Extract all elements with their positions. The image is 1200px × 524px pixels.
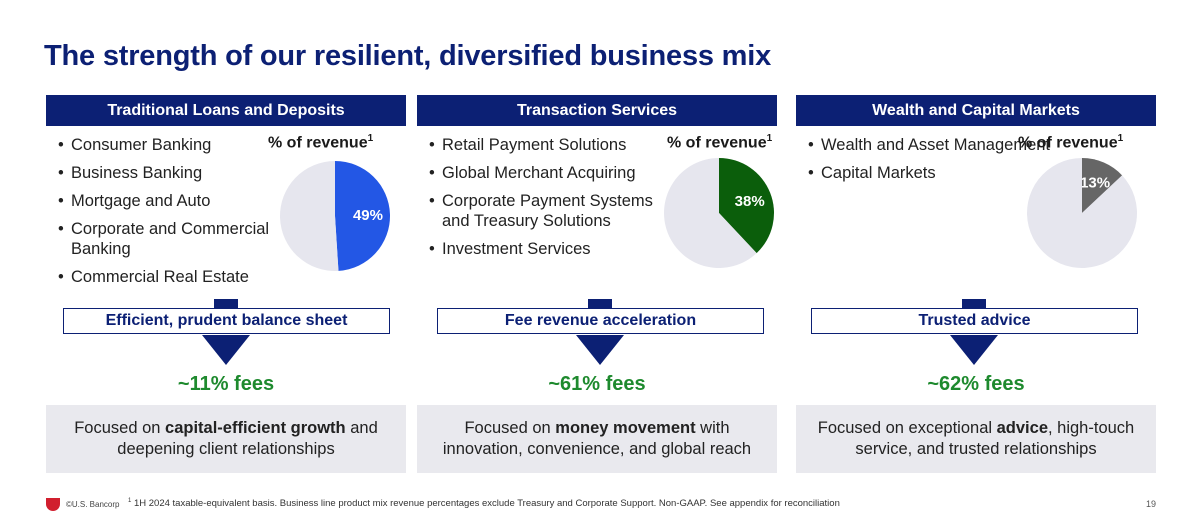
arrow-down-icon <box>576 335 624 365</box>
page-number: 19 <box>1145 499 1156 509</box>
list-item: Global Merchant Acquiring <box>429 163 664 183</box>
list-item: Corporate and Commercial Banking <box>58 219 308 259</box>
business-column-transaction: Transaction Services Retail Payment Solu… <box>417 95 777 475</box>
summary-box: Focused on capital-efficient growth and … <box>46 405 406 473</box>
list-item: Consumer Banking <box>58 135 308 155</box>
pie-slice-other <box>279 161 339 271</box>
list-item: Wealth and Asset Management <box>808 135 1058 155</box>
fees-percentage: ~61% fees <box>548 373 646 395</box>
copyright: ©U.S. Bancorp <box>66 500 120 509</box>
list-item: Commercial Real Estate <box>58 267 308 287</box>
business-column-wealth: Wealth and Capital Markets Wealth and As… <box>796 95 1156 475</box>
revenue-label: % of revenue1 <box>1018 133 1124 152</box>
pie-slice-segment <box>1082 158 1123 213</box>
list-item: Business Banking <box>58 163 308 183</box>
revenue-pie-chart: 49% <box>279 161 390 271</box>
column-header: Wealth and Capital Markets <box>796 95 1156 126</box>
column-header: Transaction Services <box>417 95 777 126</box>
focus-label: Trusted advice <box>811 308 1138 334</box>
fees-percentage: ~11% fees <box>177 373 275 395</box>
business-column-traditional: Traditional Loans and Deposits Consumer … <box>46 95 406 475</box>
pie-slice-segment <box>719 158 774 254</box>
focus-label: Efficient, prudent balance sheet <box>63 308 390 334</box>
revenue-pie-chart: 13% <box>1027 158 1137 268</box>
pie-slice-segment <box>335 161 390 271</box>
page-title: The strength of our resilient, diversifi… <box>44 40 772 72</box>
bullet-list: Wealth and Asset Management Capital Mark… <box>808 135 1058 191</box>
pie-slice-other <box>664 158 757 268</box>
pie-data-label: 49% <box>353 207 383 224</box>
list-item: Investment Services <box>429 239 664 259</box>
pie-data-label: 13% <box>1080 175 1110 192</box>
arrow-down-icon <box>950 335 998 365</box>
arrow-down-icon <box>202 335 250 365</box>
summary-box: Focused on exceptional advice, high-touc… <box>796 405 1156 473</box>
footnote: 1 1H 2024 taxable-equivalent basis. Busi… <box>128 498 840 510</box>
list-item: Retail Payment Solutions <box>429 135 664 155</box>
column-header: Traditional Loans and Deposits <box>46 95 406 126</box>
bank-logo-icon <box>46 498 60 511</box>
bullet-list: Retail Payment Solutions Global Merchant… <box>429 135 664 267</box>
summary-box: Focused on money movement with innovatio… <box>417 405 777 473</box>
pie-slice-other <box>1027 158 1137 268</box>
list-item: Capital Markets <box>808 163 1058 183</box>
list-item: Mortgage and Auto <box>58 191 308 211</box>
revenue-label: % of revenue1 <box>268 133 374 152</box>
focus-label: Fee revenue acceleration <box>437 308 764 334</box>
revenue-pie-chart: 38% <box>664 158 774 268</box>
pie-data-label: 38% <box>735 193 765 210</box>
fees-percentage: ~62% fees <box>927 373 1025 395</box>
list-item: Corporate Payment Systems and Treasury S… <box>429 191 664 231</box>
bullet-list: Consumer Banking Business Banking Mortga… <box>58 135 308 295</box>
revenue-label: % of revenue1 <box>667 133 773 152</box>
